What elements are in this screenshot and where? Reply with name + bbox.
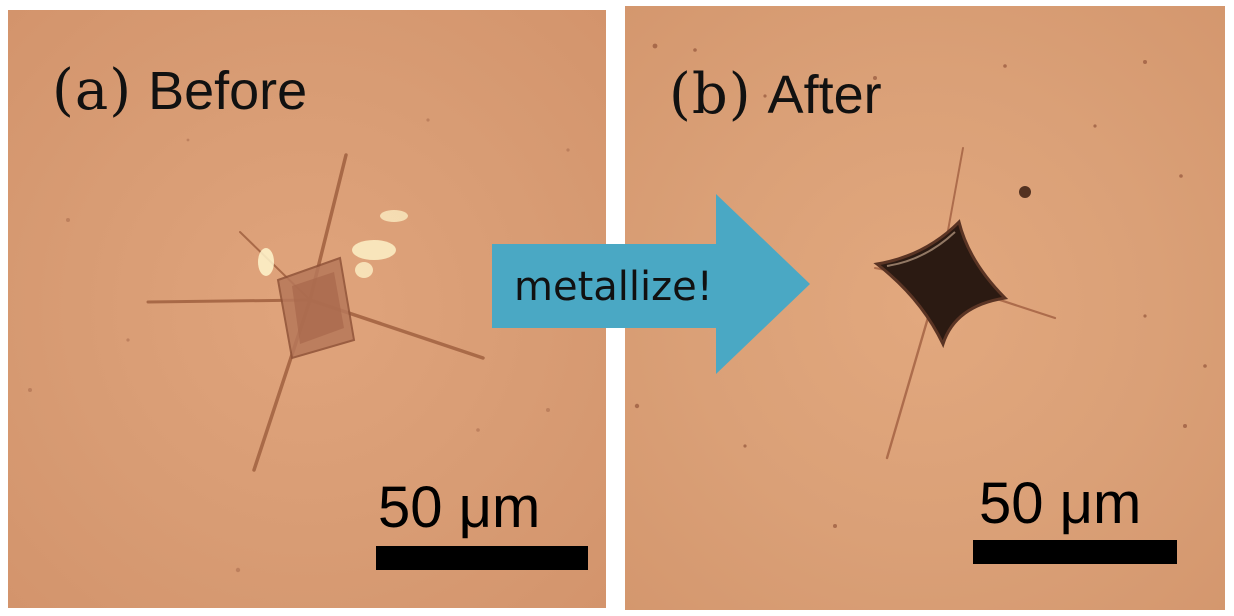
panel-title-before: Before: [148, 61, 308, 121]
panel-label-before: (a) Before: [52, 58, 307, 123]
metallize-label: metallize!: [514, 264, 713, 310]
scale-label-after: 50 μm: [979, 471, 1142, 536]
panel-label-after: (b) After: [669, 62, 882, 127]
before-crystal-image: [28, 118, 570, 573]
scale-label-before: 50 μm: [378, 475, 541, 540]
metallize-arrow-icon: [492, 194, 810, 374]
panel-letter-a: (a): [52, 58, 133, 123]
scale-bar-before: [376, 546, 588, 570]
panel-title-after: After: [767, 65, 882, 125]
panel-letter-b: (b): [669, 62, 752, 127]
after-crystal-image: [634, 43, 1207, 528]
scale-bar-after: [973, 540, 1177, 564]
